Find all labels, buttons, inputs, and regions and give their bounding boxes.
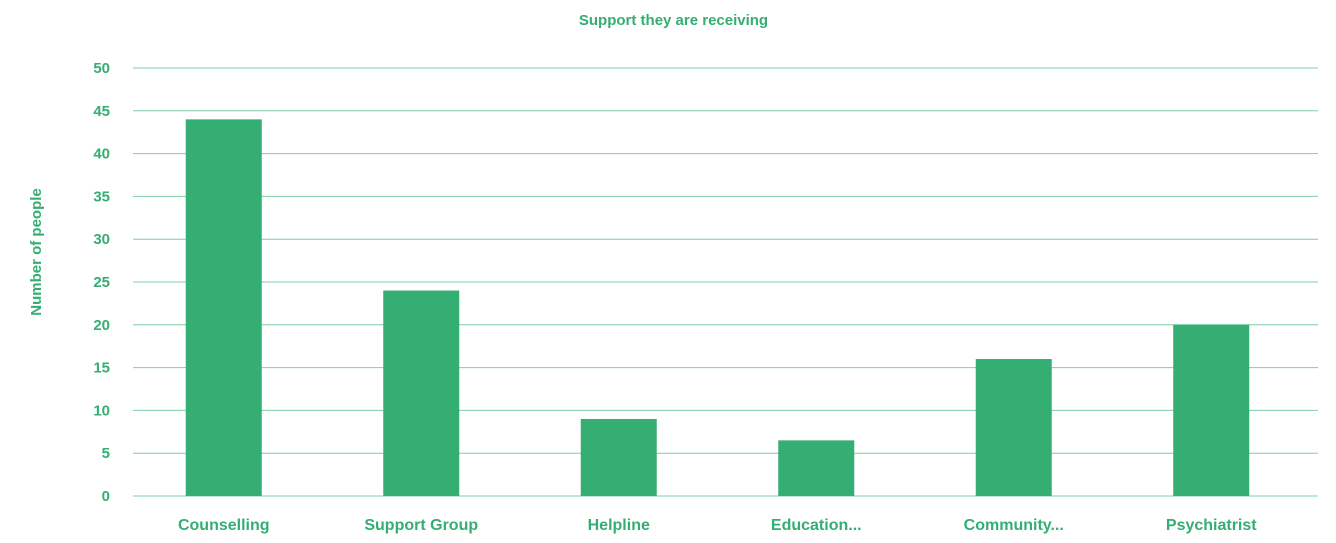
y-tick-label: 45 [93,103,110,120]
chart-title: Support they are receiving [579,12,768,29]
gridlines [133,67,1318,497]
y-tick-label: 5 [102,445,110,462]
y-tick-label: 30 [93,231,110,248]
y-tick-label: 10 [93,402,110,419]
x-tick-label: Education... [771,517,862,534]
x-tick-label: Helpline [588,517,650,534]
y-tick-label: 15 [93,360,110,377]
x-tick-label: Psychiatrist [1166,517,1257,534]
bar-support-group [383,290,460,496]
y-axis-label: Number of people [28,188,45,316]
bar-psychiatrist [1173,324,1250,496]
x-tick-labels: Counselling Support Group Helpline Educatio… [178,517,1257,534]
bar-community [975,359,1052,496]
x-tick-label: Counselling [178,517,270,534]
x-tick-label: Support Group [364,517,478,534]
bars [185,119,1250,497]
y-tick-label: 40 [93,146,110,163]
y-tick-label: 50 [93,60,110,77]
x-tick-label: Community... [964,517,1064,534]
y-tick-label: 25 [93,274,110,291]
bar-helpline [580,418,657,496]
y-tick-label: 35 [93,188,110,205]
y-tick-label: 20 [93,317,110,334]
bar-education [778,440,855,496]
y-tick-label: 0 [102,488,110,505]
y-tick-labels: 0 5 10 15 20 25 30 35 40 45 50 [93,60,110,505]
bar-counselling [185,119,262,497]
